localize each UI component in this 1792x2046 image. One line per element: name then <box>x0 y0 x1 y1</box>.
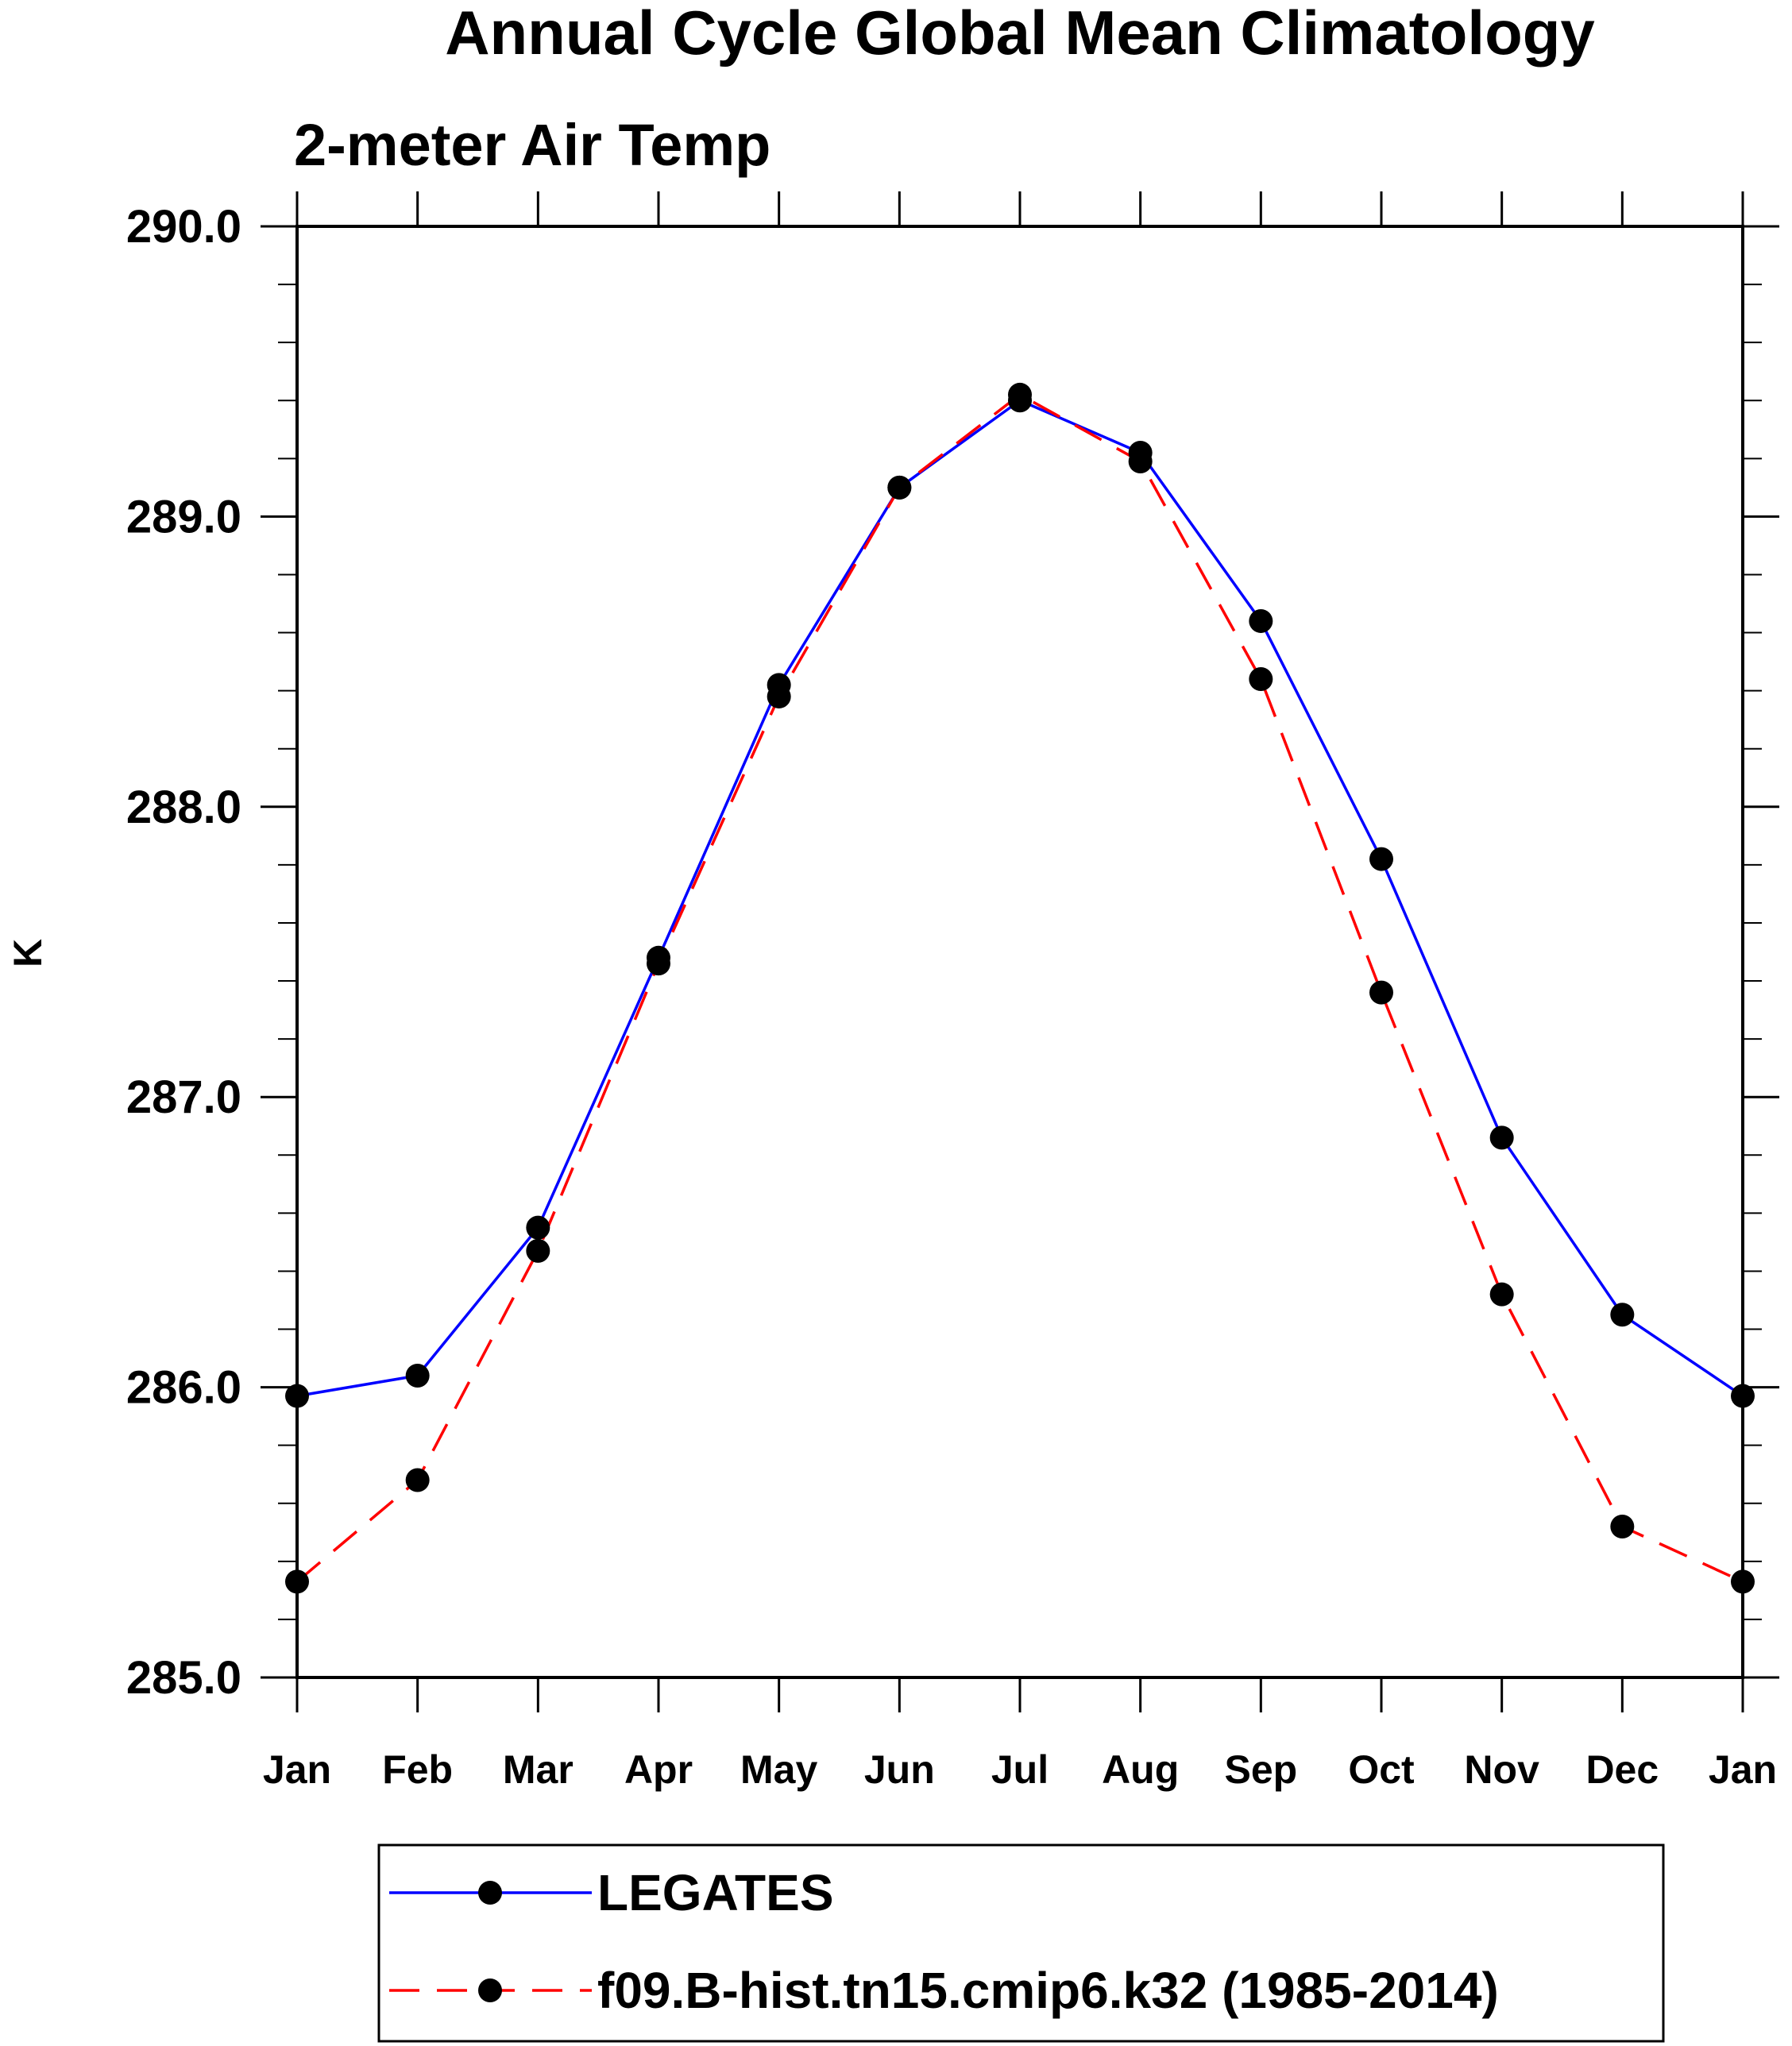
data-point <box>1731 1384 1755 1408</box>
data-point <box>1249 667 1273 692</box>
legend-label: f09.B-hist.tn15.cmip6.k32 (1985-2014) <box>597 1962 1499 2019</box>
data-point <box>767 684 791 708</box>
y-axis-label: K <box>6 939 50 967</box>
y-tick-label: 288.0 <box>126 782 241 833</box>
x-tick-label: Jun <box>864 1747 935 1792</box>
data-point <box>1369 847 1393 871</box>
x-tick-label: Aug <box>1102 1747 1179 1792</box>
data-point <box>405 1363 430 1388</box>
series-line <box>296 399 1744 1398</box>
legend-label: LEGATES <box>597 1864 834 1921</box>
x-tick-label: Mar <box>503 1747 574 1792</box>
data-point <box>1610 1514 1635 1538</box>
x-tick-label: Oct <box>1348 1747 1415 1792</box>
y-tick-label: 289.0 <box>126 491 241 542</box>
series-line <box>295 392 1744 1583</box>
data-point <box>1610 1303 1635 1327</box>
legend-entries: LEGATES f09.B-hist.tn15.cmip6.k32 (1985-2… <box>389 1864 1499 2019</box>
legend-marker <box>478 1978 502 2002</box>
data-point <box>285 1384 309 1408</box>
x-tick-label: Feb <box>382 1747 453 1792</box>
chart-title: Annual Cycle Global Mean Climatology <box>445 0 1595 68</box>
x-tick-label: Dec <box>1585 1747 1659 1792</box>
data-point <box>526 1238 550 1263</box>
data-point <box>1008 382 1032 407</box>
data-point <box>1489 1125 1514 1150</box>
legend: LEGATES f09.B-hist.tn15.cmip6.k32 (1985-2… <box>377 1843 1665 2043</box>
data-point <box>285 1569 309 1594</box>
x-tick-label: Sep <box>1224 1747 1297 1792</box>
x-tick-label: May <box>740 1747 817 1792</box>
data-point <box>887 475 912 500</box>
plot-frame <box>295 225 1744 1679</box>
series-layer <box>285 382 1755 1594</box>
x-tick-label: Jul <box>991 1747 1049 1792</box>
y-tick-label: 287.0 <box>126 1071 241 1123</box>
data-point <box>1249 608 1273 633</box>
data-point <box>1489 1282 1514 1307</box>
chart-subtitle: 2-meter Air Temp <box>294 112 770 178</box>
data-point <box>647 952 670 976</box>
x-tick-label: Apr <box>624 1747 693 1792</box>
legend-box <box>377 1843 1665 2043</box>
y-tick-label: 286.0 <box>126 1362 241 1414</box>
data-point <box>405 1468 430 1492</box>
data-point <box>526 1215 550 1240</box>
data-point <box>1128 449 1153 473</box>
x-tick-label: Jan <box>1709 1747 1777 1792</box>
axes-ticks: Jan Feb Mar Apr May Jun Jul Aug Sep Oct Nov Dec Jan 2… <box>126 191 1779 1792</box>
data-point <box>1369 980 1393 1005</box>
x-tick-label: Nov <box>1464 1747 1539 1792</box>
legend-marker <box>478 1881 502 1905</box>
x-tick-label: Jan <box>263 1747 331 1792</box>
y-tick-label: 290.0 <box>126 201 241 253</box>
y-tick-label: 285.0 <box>126 1652 241 1704</box>
data-point <box>1731 1569 1755 1594</box>
